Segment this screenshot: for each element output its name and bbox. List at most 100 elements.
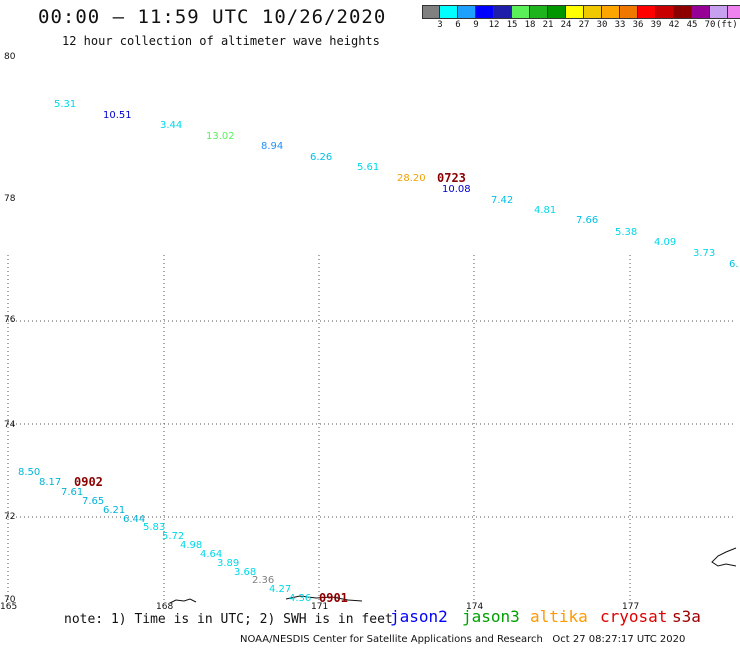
color-scale <box>422 5 740 19</box>
color-scale-swatch <box>620 5 638 19</box>
wave-height-value: 5.83 <box>143 522 165 533</box>
color-scale-label: 12 <box>488 20 500 30</box>
lon-label: 168 <box>156 602 173 612</box>
wave-height-observations: 5.31 10.51 3.44 13.02 8.94 6.26 5.61 28.20 10.08… <box>18 99 739 604</box>
lon-label: 177 <box>622 602 639 612</box>
wave-height-value: 6.44 <box>123 514 145 525</box>
lat-label: 80 <box>4 52 16 62</box>
pass-time-labels: 0723 0902 0901 <box>74 171 466 605</box>
pass-time-label: 0723 <box>437 171 466 185</box>
wave-height-value: 4.64 <box>200 549 222 560</box>
wave-height-value: 8.94 <box>261 141 283 152</box>
wave-height-value: 3.73 <box>693 248 715 259</box>
color-scale-label: 30 <box>596 20 608 30</box>
wave-height-value: 5.38 <box>615 227 637 238</box>
color-scale-swatch <box>440 5 458 19</box>
pass-time-label: 0901 <box>319 591 348 605</box>
wave-height-value: 3.89 <box>217 558 239 569</box>
coastline <box>169 547 737 604</box>
color-scale-label: 27 <box>578 20 590 30</box>
wave-height-value: 4.36 <box>289 593 311 604</box>
wave-height-value: 4.98 <box>180 540 202 551</box>
color-scale-swatch <box>638 5 656 19</box>
color-scale-label: 42 <box>668 20 680 30</box>
satellite-cryosat: cryosat <box>600 607 668 626</box>
wave-height-value: 10.08 <box>442 184 471 195</box>
wave-height-value: 7.61 <box>61 487 83 498</box>
latitude-labels: 80 78 76 74 72 70 <box>4 52 16 605</box>
color-scale-label: 39 <box>650 20 662 30</box>
color-scale-swatch <box>710 5 728 19</box>
lat-label: 78 <box>4 194 16 204</box>
color-scale-swatch <box>602 5 620 19</box>
wave-height-value: 8.50 <box>18 467 40 478</box>
color-scale-label: 70 <box>704 20 716 30</box>
wave-height-value: 6.21 <box>103 505 125 516</box>
pass-time-label: 0902 <box>74 475 103 489</box>
generated-timestamp: Oct 27 08:27:17 UTC 2020 <box>552 634 686 645</box>
wave-height-value: 4.27 <box>269 584 291 595</box>
color-scale-label: 15 <box>506 20 518 30</box>
satellite-s3a: s3a <box>672 607 701 626</box>
wave-height-value: 28.20 <box>397 173 426 184</box>
color-scale-swatch <box>728 5 740 19</box>
color-scale-label: 45 <box>686 20 698 30</box>
color-scale-label: 18 <box>524 20 536 30</box>
color-scale-label: 21 <box>542 20 554 30</box>
color-scale-swatch <box>476 5 494 19</box>
map-subtitle: 12 hour collection of altimeter wave hei… <box>62 34 380 48</box>
wave-height-value: 5.31 <box>54 99 76 110</box>
wave-height-value: 7.65 <box>82 496 104 507</box>
map-title: 00:00 – 11:59 UTC 10/26/2020 <box>38 6 387 28</box>
wave-height-value: 2.36 <box>252 575 274 586</box>
color-scale-swatch <box>656 5 674 19</box>
wave-height-value: 4.81 <box>534 205 556 216</box>
color-scale-swatch <box>494 5 512 19</box>
wave-height-value: 10.51 <box>103 110 132 121</box>
lon-label: 165 <box>0 602 17 612</box>
color-scale-label: 3 <box>437 20 443 30</box>
lat-label: 70 <box>4 595 16 605</box>
color-scale-label: 24 <box>560 20 572 30</box>
lat-label: 74 <box>4 420 16 430</box>
color-scale-label: 6 <box>455 20 461 30</box>
longitude-labels: 165 168 171 174 177 <box>0 602 639 612</box>
color-scale-swatch <box>692 5 710 19</box>
wave-height-value: 3.44 <box>160 120 182 131</box>
color-scale-swatch <box>548 5 566 19</box>
color-scale-swatch <box>584 5 602 19</box>
color-scale-label: 36 <box>632 20 644 30</box>
color-scale-swatch <box>674 5 692 19</box>
wave-height-value: 6.26 <box>310 152 332 163</box>
color-scale-swatch <box>458 5 476 19</box>
lat-label: 76 <box>4 315 16 325</box>
wave-height-value: 7.42 <box>491 195 513 206</box>
color-scale-swatch <box>512 5 530 19</box>
satellite-altika: altika <box>530 607 588 626</box>
lon-label: 171 <box>311 602 328 612</box>
satellite-jason3: jason3 <box>462 607 520 626</box>
color-scale-label: 9 <box>473 20 479 30</box>
footer-credit: NOAA/NESDIS Center for Satellite Applica… <box>240 634 685 645</box>
lat-label: 72 <box>4 512 15 522</box>
wave-height-value: 3.68 <box>234 567 256 578</box>
credit-text: NOAA/NESDIS Center for Satellite Applica… <box>240 634 543 645</box>
color-scale-labels: 3 6 9 12 15 18 21 24 27 30 33 36 39 42 45 70 (ft) <box>422 20 740 34</box>
color-scale-unit: (ft) <box>716 20 738 30</box>
wave-height-value: 4.09 <box>654 237 676 248</box>
wave-height-value: 6. <box>729 259 739 270</box>
color-scale-swatch <box>422 5 440 19</box>
wave-height-value: 7.66 <box>576 215 598 226</box>
wave-height-value: 13.02 <box>206 131 235 142</box>
wave-height-value: 5.72 <box>162 531 184 542</box>
color-scale-swatch <box>566 5 584 19</box>
lon-label: 174 <box>466 602 483 612</box>
wave-height-value: 5.61 <box>357 162 379 173</box>
graticule <box>7 255 736 600</box>
wave-height-value: 8.17 <box>39 477 61 488</box>
color-scale-label: 33 <box>614 20 626 30</box>
color-scale-swatch <box>530 5 548 19</box>
footer-note: note: 1) Time is in UTC; 2) SWH is in fe… <box>64 612 393 627</box>
satellite-jason2: jason2 <box>390 607 448 626</box>
